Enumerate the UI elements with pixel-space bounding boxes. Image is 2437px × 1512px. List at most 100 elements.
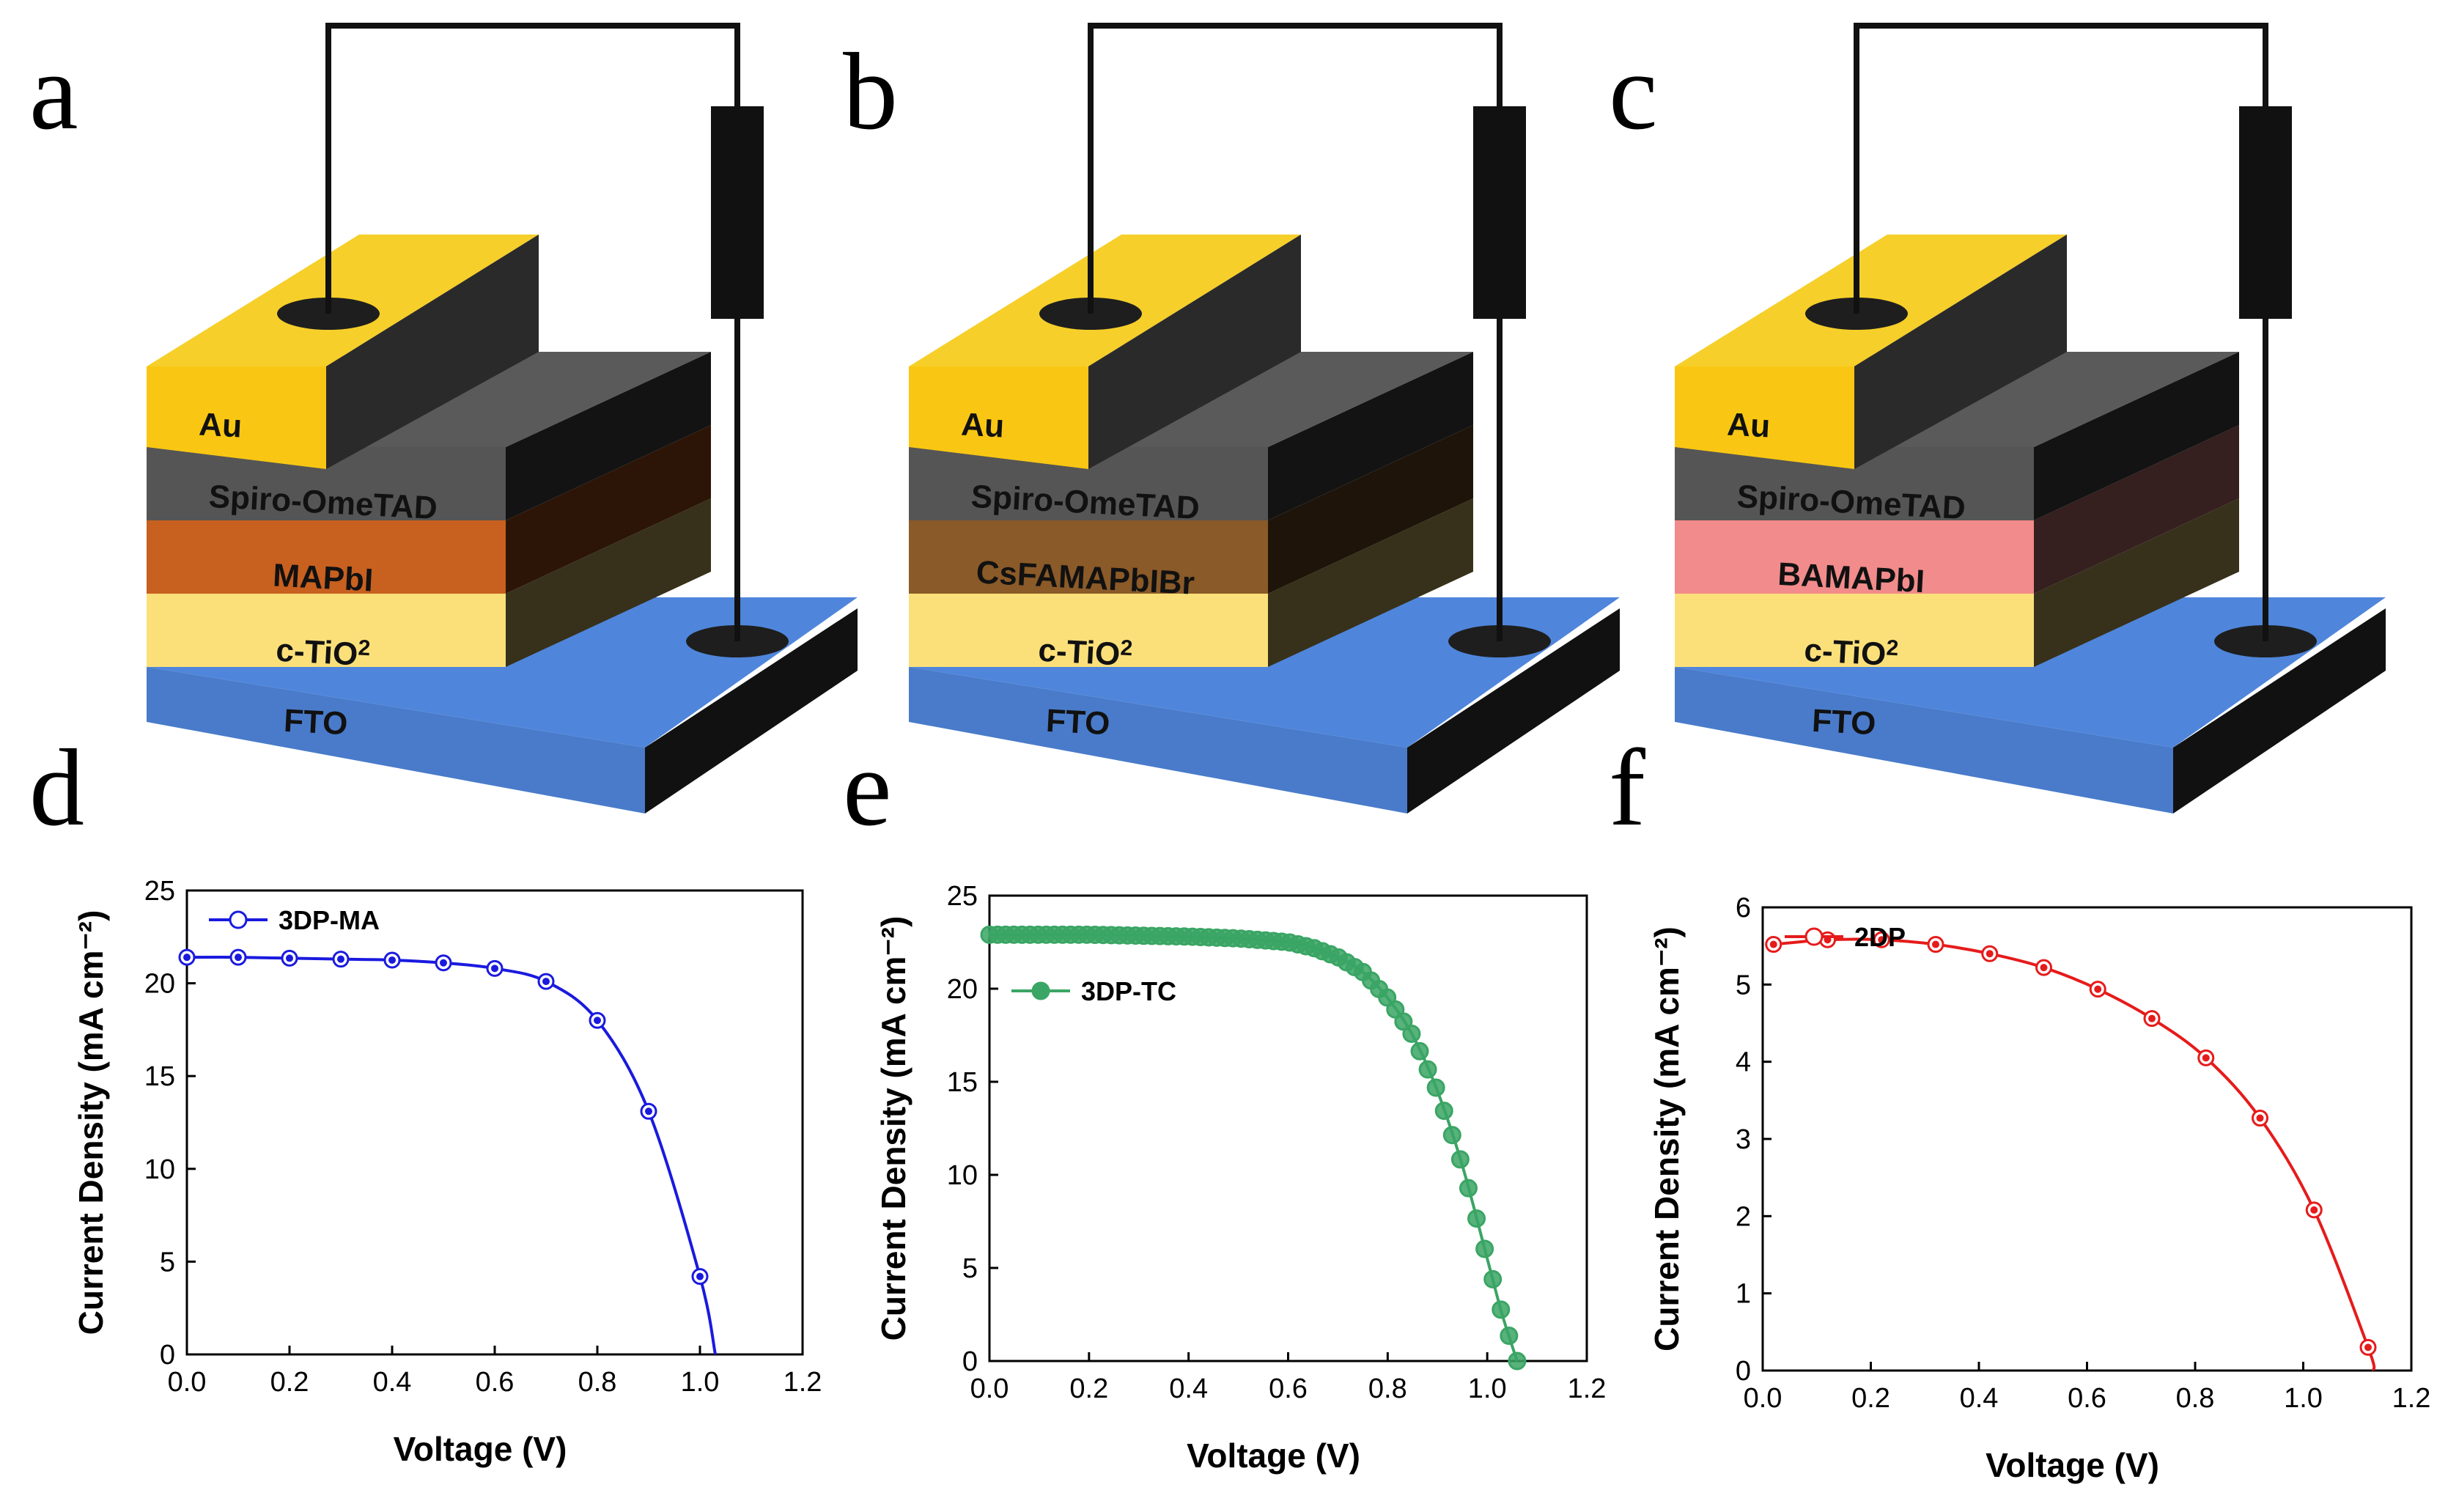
x-tick-label: 0.2	[1851, 1383, 1890, 1414]
layer-side-etl	[506, 498, 711, 667]
au-side	[1854, 235, 2067, 469]
data-point-center	[1986, 950, 1994, 958]
y-tick-label: 2	[1736, 1201, 1751, 1232]
y-tick-label: 25	[947, 881, 978, 912]
data-point-center	[1932, 940, 1939, 948]
layer-front-etl	[147, 594, 506, 667]
x-tick-label: 0.6	[2068, 1383, 2106, 1414]
substrate-side	[645, 608, 858, 814]
data-point-center	[491, 965, 498, 973]
data-point	[1402, 1024, 1421, 1043]
layer-side-absorber	[1268, 425, 1473, 594]
data-point	[1434, 1102, 1453, 1121]
y-tick-label: 10	[947, 1160, 978, 1191]
y-tick-label: 4	[1736, 1047, 1751, 1078]
layer-front-etl	[909, 594, 1268, 667]
layer-front-etl	[1675, 594, 2034, 667]
layer-front-absorber	[1675, 520, 2034, 594]
substrate-side	[2173, 608, 2386, 814]
au-front	[1675, 366, 1854, 469]
label-absorber: MAPbI	[272, 557, 374, 598]
chart-e: 0.0 0.2 0.4 0.6 0.8 1.0 1.2 0 5 10 15 20 25 Voltage (…	[874, 881, 1606, 1475]
au-side	[1088, 235, 1301, 469]
y-tick-label: 1	[1736, 1279, 1751, 1310]
data-point	[1442, 1126, 1461, 1145]
chart-d: 0.0 0.2 0.4 0.6 0.8 1.0 1.2 0 5 10 15 20 25 Voltage (…	[72, 876, 822, 1468]
panel-letter-d: d	[29, 727, 84, 849]
series-line-2DP	[1773, 937, 2376, 1371]
substrate-front	[147, 667, 645, 814]
data-point-center	[645, 1107, 652, 1115]
y-axis-label: Current Density (mA cm⁻²)	[72, 910, 110, 1335]
label-absorber: BAMAPbI	[1777, 556, 1925, 600]
data-point	[1483, 1269, 1503, 1288]
layer-front-absorber	[909, 520, 1268, 594]
panel-letter-b: b	[843, 31, 898, 152]
x-tick-label: 0.2	[270, 1367, 309, 1398]
layer-front-htm	[909, 447, 1268, 520]
data-point	[1450, 1150, 1470, 1169]
y-tick-label: 15	[144, 1061, 175, 1092]
x-tick-label: 0.4	[373, 1367, 412, 1398]
label-au: Au	[1726, 407, 1771, 445]
y-tick-label: 6	[1736, 893, 1751, 923]
x-tick-label: 0.4	[1169, 1373, 1208, 1404]
data-point	[1410, 1041, 1429, 1061]
label-etl: c-TiO2	[1803, 632, 1899, 674]
legend-label: 3DP-TC	[1081, 976, 1176, 1006]
data-point-center	[2202, 1054, 2210, 1062]
wire-top	[325, 23, 740, 314]
substrate-side	[1407, 608, 1620, 814]
x-tick-label: 0.6	[1269, 1373, 1308, 1404]
au-side	[326, 235, 539, 469]
data-point-center	[594, 1017, 601, 1025]
y-tick-label: 3	[1736, 1124, 1751, 1155]
panel-letter-c: c	[1609, 31, 1658, 152]
y-tick-label: 15	[947, 1067, 978, 1098]
panel-letter-f: f	[1609, 727, 1645, 849]
plot-frame	[1761, 906, 2413, 1372]
layer-side-etl	[2034, 498, 2239, 667]
y-tick-label: 20	[144, 969, 175, 1000]
y-tick-label: 10	[144, 1154, 175, 1185]
x-tick-label: 0.4	[1960, 1383, 1999, 1414]
y-tick-label: 25	[144, 876, 175, 907]
label-au: Au	[198, 407, 243, 445]
label-fto: FTO	[1811, 703, 1877, 742]
x-axis-label: Voltage (V)	[394, 1430, 567, 1468]
data-point-center	[2148, 1014, 2156, 1022]
label-etl: c-TiO2	[275, 632, 371, 674]
x-tick-label: 0.6	[476, 1367, 515, 1398]
chart-f: 0.0 0.2 0.4 0.6 0.8 1.0 1.2 0 1 2 3 4 5 6 Voltage (V) C…	[1648, 893, 2430, 1484]
data-point	[1467, 1209, 1486, 1228]
au-front	[909, 366, 1088, 469]
x-tick-label: 0.0	[1744, 1383, 1782, 1414]
data-point-center	[542, 978, 550, 986]
resistor	[711, 106, 764, 319]
data-point-center	[286, 954, 293, 962]
y-tick-label: 0	[962, 1346, 978, 1377]
x-axis-label: Voltage (V)	[1986, 1446, 2159, 1484]
x-tick-label: 1.0	[681, 1367, 720, 1398]
y-axis-label: Current Density (mA cm⁻²)	[1648, 926, 1686, 1351]
layer-side-absorber	[2034, 425, 2239, 594]
x-axis-label: Voltage (V)	[1187, 1437, 1360, 1475]
data-point-center	[1878, 936, 1886, 944]
data-point-center	[2310, 1206, 2318, 1214]
x-tick-label: 0.0	[168, 1367, 207, 1398]
layer-side-absorber	[506, 425, 711, 594]
data-point	[1500, 1326, 1519, 1345]
data-point-center	[388, 956, 396, 964]
wire-top	[1088, 23, 1503, 314]
panel-letter-a: a	[29, 31, 78, 152]
data-point-center	[2256, 1114, 2264, 1122]
y-axis-label: Current Density (mA cm⁻²)	[874, 916, 913, 1341]
resistor	[1473, 106, 1526, 319]
au-front	[147, 366, 326, 469]
legend-label: 2DP	[1854, 922, 1906, 952]
legend-label: 3DP-MA	[279, 905, 380, 935]
y-tick-label: 5	[962, 1253, 978, 1284]
data-point-center	[440, 959, 447, 967]
